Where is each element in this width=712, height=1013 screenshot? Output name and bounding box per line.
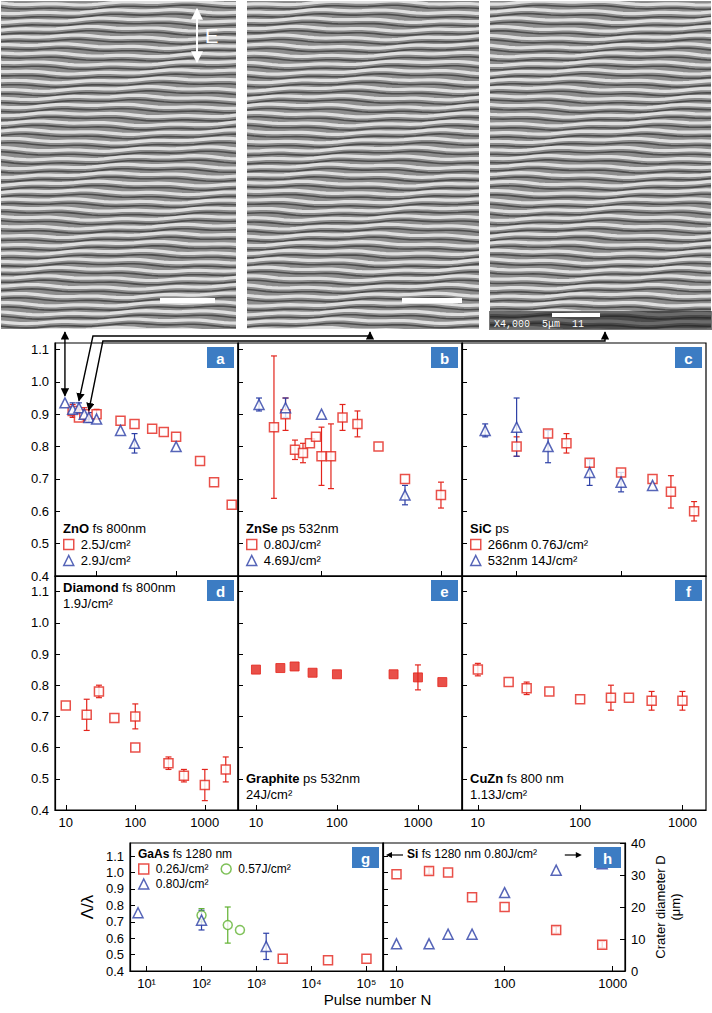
svg-text:1000: 1000 <box>668 815 697 830</box>
svg-text:20: 20 <box>631 900 645 915</box>
svg-text:0.5: 0.5 <box>31 771 49 786</box>
svg-text:0.9: 0.9 <box>31 407 49 422</box>
svg-text:10: 10 <box>249 815 263 830</box>
svg-text:100: 100 <box>326 815 348 830</box>
svg-text:Pulse number N: Pulse number N <box>324 991 432 1008</box>
svg-text:c: c <box>684 350 692 367</box>
svg-text:2.5J/cm²: 2.5J/cm² <box>81 537 132 552</box>
svg-text:10⁴: 10⁴ <box>301 976 321 991</box>
svg-text:0.4: 0.4 <box>31 803 49 818</box>
svg-text:1.13J/cm²: 1.13J/cm² <box>470 787 528 802</box>
svg-text:Crater diameter D: Crater diameter D <box>653 855 668 958</box>
svg-text:10⁵: 10⁵ <box>357 976 377 991</box>
svg-text:0.80J/cm²: 0.80J/cm² <box>156 877 209 891</box>
svg-text:0.8: 0.8 <box>31 439 49 454</box>
svg-text:0.9: 0.9 <box>106 881 124 896</box>
svg-text:ps 532nm: ps 532nm <box>299 771 360 786</box>
svg-text:0.8: 0.8 <box>31 678 49 693</box>
svg-text:fs 800nm: fs 800nm <box>89 521 146 536</box>
svg-text:100: 100 <box>124 815 146 830</box>
svg-text:b: b <box>440 350 449 367</box>
svg-text:0.6: 0.6 <box>106 931 124 946</box>
svg-text:0.57J/cm²: 0.57J/cm² <box>238 862 291 876</box>
svg-text:1.0: 1.0 <box>106 865 124 880</box>
svg-text:0.5: 0.5 <box>31 536 49 551</box>
svg-text:100: 100 <box>569 815 591 830</box>
svg-text:0.5: 0.5 <box>106 947 124 962</box>
svg-text:0: 0 <box>631 964 638 979</box>
svg-text:10¹: 10¹ <box>137 976 156 991</box>
svg-text:E: E <box>205 25 218 47</box>
svg-text:0.6: 0.6 <box>31 740 49 755</box>
svg-text:ps 532nm: ps 532nm <box>278 521 339 536</box>
svg-text:GaAs: GaAs <box>138 847 170 861</box>
svg-text:fs 800nm: fs 800nm <box>119 580 176 595</box>
svg-text:0.4: 0.4 <box>106 964 124 979</box>
svg-text:10³: 10³ <box>247 976 266 991</box>
svg-text:532nm 14J/cm²: 532nm 14J/cm² <box>488 553 578 568</box>
svg-text:0.7: 0.7 <box>31 709 49 724</box>
svg-text:24J/cm²: 24J/cm² <box>246 787 293 802</box>
svg-text:1000: 1000 <box>598 976 627 991</box>
svg-text:ps: ps <box>492 521 510 536</box>
svg-text:1.1: 1.1 <box>106 849 124 864</box>
svg-text:10²: 10² <box>192 976 211 991</box>
svg-text:fs 1280 nm 0.80J/cm²: fs 1280 nm 0.80J/cm² <box>418 847 537 861</box>
svg-text:4.69J/cm²: 4.69J/cm² <box>264 553 322 568</box>
svg-text:10: 10 <box>631 932 645 947</box>
svg-text:h: h <box>603 850 612 867</box>
svg-text:1.0: 1.0 <box>31 374 49 389</box>
svg-text:2.9J/cm²: 2.9J/cm² <box>81 553 132 568</box>
svg-text:100: 100 <box>494 976 516 991</box>
svg-text:Si: Si <box>407 847 418 861</box>
svg-text:1.0: 1.0 <box>31 615 49 630</box>
svg-text:0.80J/cm²: 0.80J/cm² <box>264 537 322 552</box>
svg-text:1000: 1000 <box>403 815 432 830</box>
svg-text:ZnO: ZnO <box>63 521 89 536</box>
svg-text:ZnSe: ZnSe <box>246 521 278 536</box>
svg-text:0.4: 0.4 <box>31 569 49 584</box>
svg-text:CuZn: CuZn <box>470 771 503 786</box>
svg-text:30: 30 <box>631 868 645 883</box>
svg-text:0.6: 0.6 <box>31 504 49 519</box>
svg-text:e: e <box>440 583 448 600</box>
svg-text:0.26J/cm²: 0.26J/cm² <box>156 862 209 876</box>
svg-text:d: d <box>216 583 225 600</box>
svg-text:fs 800 nm: fs 800 nm <box>503 771 564 786</box>
svg-text:10: 10 <box>471 815 485 830</box>
svg-text:Diamond: Diamond <box>63 580 119 595</box>
svg-text:1000: 1000 <box>190 815 219 830</box>
svg-text:g: g <box>361 850 370 867</box>
svg-text:0.7: 0.7 <box>106 914 124 929</box>
svg-text:40: 40 <box>631 836 645 851</box>
svg-text:10: 10 <box>59 815 73 830</box>
svg-text:Graphite: Graphite <box>246 771 299 786</box>
svg-text:1.1: 1.1 <box>31 584 49 599</box>
svg-text:fs 1280 nm: fs 1280 nm <box>169 847 232 861</box>
svg-text:SiC: SiC <box>470 521 492 536</box>
svg-text:10: 10 <box>389 976 403 991</box>
svg-text:0.9: 0.9 <box>31 647 49 662</box>
svg-text:X4,000 5μm 11: X4,000 5μm 11 <box>494 319 584 330</box>
svg-text:1.1: 1.1 <box>31 342 49 357</box>
svg-text:Λ/λ: Λ/λ <box>78 894 97 919</box>
svg-text:f: f <box>686 583 692 600</box>
svg-text:(μm): (μm) <box>668 894 683 921</box>
svg-text:0.7: 0.7 <box>31 471 49 486</box>
svg-text:266nm 0.76J/cm²: 266nm 0.76J/cm² <box>488 537 589 552</box>
svg-text:1.9J/cm²: 1.9J/cm² <box>63 596 114 611</box>
svg-text:a: a <box>216 350 225 367</box>
svg-text:0.8: 0.8 <box>106 898 124 913</box>
